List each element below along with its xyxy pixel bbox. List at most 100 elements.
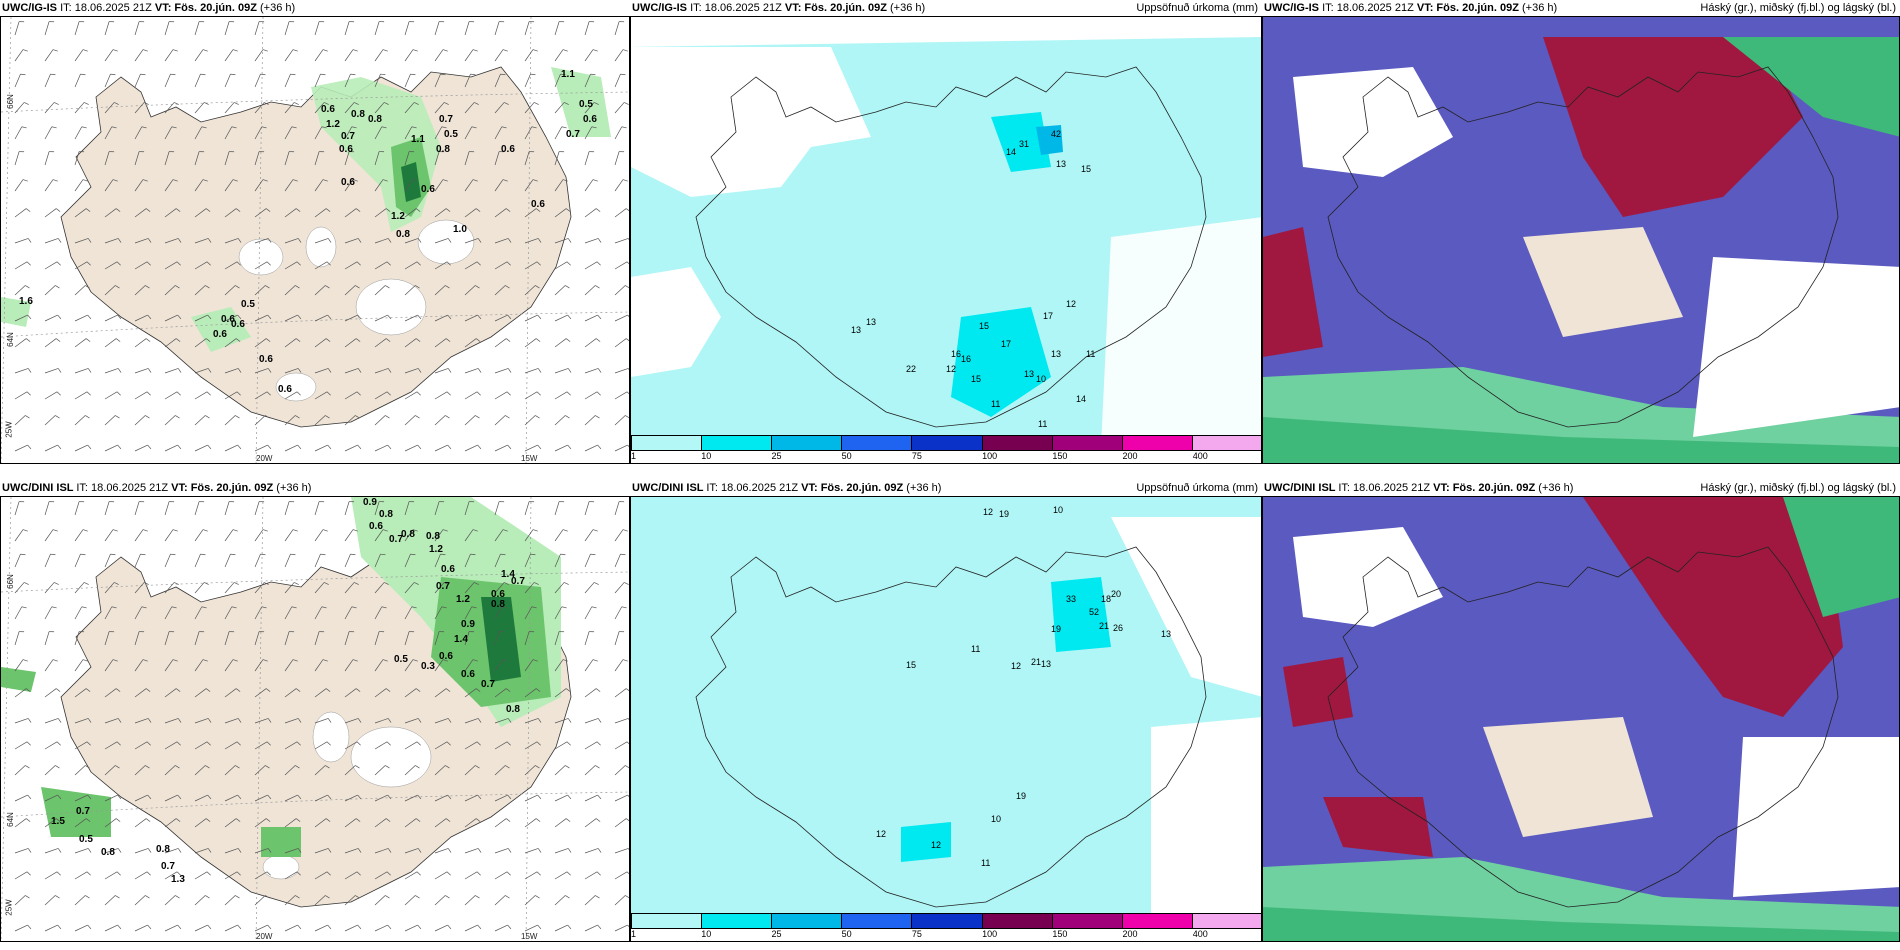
wind-barb-flag <box>475 895 480 899</box>
wind-barb <box>494 368 509 374</box>
wind-value: 0.6 <box>231 319 245 330</box>
wind-barb-flag <box>237 848 242 853</box>
wind-barb <box>314 794 328 802</box>
wind-barb <box>614 314 628 322</box>
wind-barb-flag <box>447 444 452 450</box>
wind-barb <box>494 765 506 776</box>
wind-barb-flag <box>590 553 596 556</box>
wind-barb-flag <box>55 415 60 419</box>
wind-barb <box>464 848 479 854</box>
wind-barb-flag <box>297 794 302 800</box>
wind-barb <box>14 895 26 906</box>
wind-barb-flag <box>384 102 389 105</box>
wind-barb-flag <box>441 606 447 609</box>
wind-barb-flag <box>385 208 391 212</box>
wind-barb-flag <box>505 415 510 419</box>
wind-barb-flag <box>85 338 91 342</box>
wind-barb-flag <box>146 391 151 396</box>
wind-barb-flag <box>147 314 152 320</box>
precip-value: 19 <box>1051 624 1061 634</box>
wind-barb <box>524 151 530 166</box>
wind-barb-flag <box>356 741 361 746</box>
wind-barb-flag <box>447 848 452 853</box>
wind-barb-flag <box>597 368 602 373</box>
wind-barb-flag <box>201 606 207 609</box>
wind-barb <box>494 741 508 750</box>
wind-barb <box>194 314 208 322</box>
wind-barb-flag <box>265 818 271 822</box>
wind-barb <box>524 529 534 542</box>
wind-barb <box>224 765 236 776</box>
wind-barb <box>494 818 507 828</box>
wind-barb-flag <box>25 688 31 692</box>
wind-barb-flag <box>177 314 182 320</box>
init-time: IT: 18.06.2025 21Z <box>60 2 155 14</box>
wind-barb-flag <box>295 338 301 342</box>
wind-barb <box>344 444 358 452</box>
wind-barb-flag <box>442 49 448 52</box>
precip-value: 15 <box>1081 164 1091 174</box>
wind-barb <box>134 848 149 854</box>
wind-barb <box>224 529 234 542</box>
wind-barb <box>254 718 269 724</box>
wind-barb <box>164 444 178 452</box>
wind-barb-flag <box>86 261 91 266</box>
init-time: IT: 18.06.2025 21Z <box>1338 482 1434 494</box>
wind-barb <box>344 631 350 646</box>
wind-value: 0.6 <box>583 114 597 125</box>
wind-barb <box>134 238 149 244</box>
wind-barb-flag <box>115 765 120 769</box>
wind-barb <box>254 553 261 568</box>
wind-barb-flag <box>237 924 242 930</box>
wind-barb-flag <box>81 606 87 609</box>
wind-barb-flag <box>234 102 239 105</box>
wind-barb <box>314 688 327 698</box>
wind-value: 0.6 <box>213 329 227 340</box>
wind-barb <box>494 794 508 802</box>
wind-barb-flag <box>622 179 628 182</box>
wind-barb <box>134 49 144 62</box>
wind-barb <box>14 582 25 594</box>
wind-barb <box>284 659 294 672</box>
wind-barb <box>314 871 328 880</box>
wind-barb <box>74 285 86 296</box>
wind-barb <box>494 179 504 192</box>
wind-barb <box>344 553 351 568</box>
wind-barb <box>134 501 140 516</box>
wind-barb-flag <box>537 444 542 450</box>
wind-barb <box>374 848 389 854</box>
wind-value: 0.8 <box>379 509 393 520</box>
wind-barb <box>614 606 623 620</box>
wind-barb-flag <box>326 741 331 746</box>
wind-barb <box>614 924 628 932</box>
wind-barb-flag <box>594 102 599 105</box>
wind-barb <box>464 895 476 906</box>
wind-barb <box>314 924 328 932</box>
wind-barb <box>404 391 418 400</box>
panel-title: UWC/IG-IS IT: 18.06.2025 21Z VT: Fös. 20… <box>2 2 295 14</box>
wind-barb <box>194 126 203 140</box>
wind-barb <box>314 895 326 906</box>
wind-barb-flag <box>412 659 418 662</box>
wind-barb <box>464 208 477 218</box>
wind-barb <box>284 818 297 828</box>
wind-barb-flag <box>325 765 330 769</box>
wind-barb-flag <box>627 368 629 371</box>
colorbar-tick: 50 <box>841 451 852 461</box>
wind-barb-flag <box>385 415 390 419</box>
wind-value: 0.5 <box>241 299 255 310</box>
wind-barb <box>164 582 175 594</box>
wind-barb <box>554 368 569 374</box>
wind-barb-flag <box>441 126 447 129</box>
wind-barb <box>494 895 506 906</box>
wind-barb <box>344 741 358 750</box>
wind-barb-flag <box>146 871 151 876</box>
wind-barb-flag <box>596 741 601 746</box>
wind-barb-flag <box>532 529 538 532</box>
wind-barb <box>194 895 206 906</box>
wind-barb <box>194 338 207 348</box>
precip-value: 13 <box>1056 159 1066 169</box>
wind-barb <box>44 631 50 646</box>
wind-barb <box>44 659 54 672</box>
wind-barb-flag <box>507 718 512 723</box>
